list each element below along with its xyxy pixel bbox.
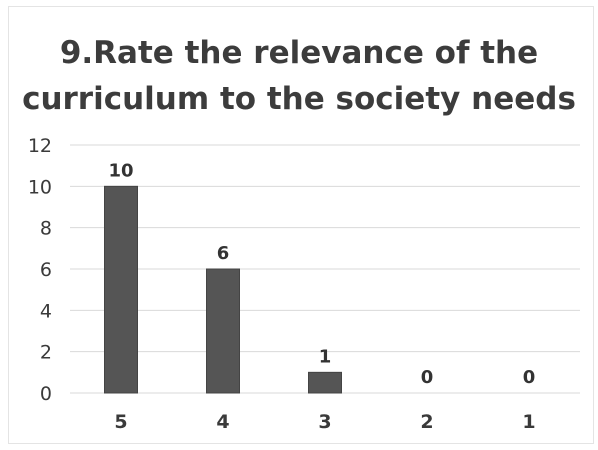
bar [308,371,342,394]
data-label: 0 [523,367,536,388]
data-label: 6 [217,243,230,264]
data-label: 1 [319,346,332,367]
x-tick-label: 3 [318,411,331,433]
y-tick-label: 2 [40,342,52,364]
y-tick-label: 4 [40,300,52,322]
x-tick-label: 4 [216,411,229,433]
data-label: 10 [108,160,133,181]
bars [104,185,342,394]
gridlines [70,144,580,394]
x-tick-label: 5 [114,411,127,433]
x-axis: 5 4 3 2 1 [114,411,535,433]
y-tick-label: 8 [40,218,52,240]
chart-title: 9.Rate the relevance of the curriculum t… [22,35,576,117]
y-tick-label: 6 [40,259,52,281]
y-tick-label: 10 [28,176,52,198]
y-tick-label: 0 [40,383,52,405]
bar [206,268,240,394]
x-tick-label: 1 [522,411,535,433]
data-label: 0 [421,367,434,388]
bar [104,185,138,394]
y-axis: 0 2 4 6 8 10 12 [28,135,52,405]
x-tick-label: 2 [420,411,433,433]
y-tick-label: 12 [28,135,52,157]
